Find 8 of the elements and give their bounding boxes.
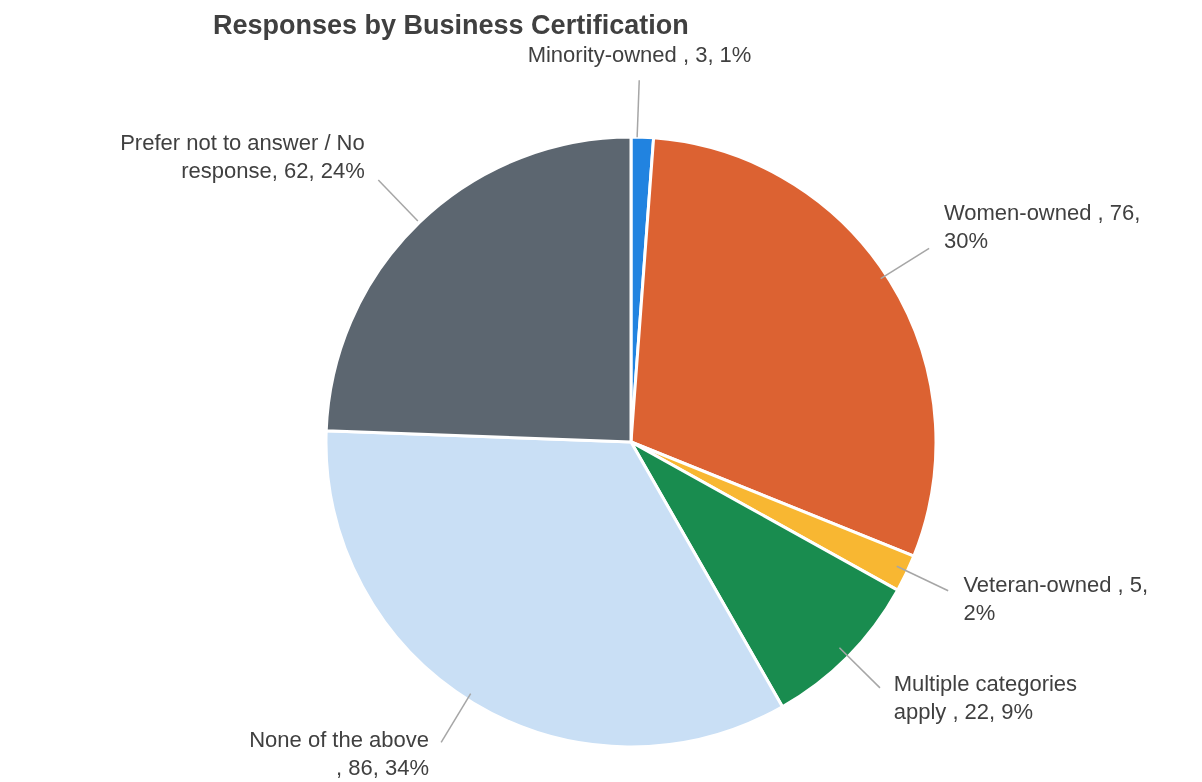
slice-label: Prefer not to answer / No response, 62, 24% bbox=[120, 130, 365, 184]
slice-label: Minority-owned , 3, 1% bbox=[527, 42, 752, 68]
slice-label: Women-owned , 76, 30% bbox=[943, 200, 1141, 254]
chart-title: Responses by Business Certification bbox=[213, 10, 689, 41]
slice-label: Veteran-owned , 5, 2% bbox=[963, 572, 1149, 626]
data-label: , 86, 34% bbox=[336, 755, 430, 781]
slice-label: None of the above bbox=[249, 727, 430, 753]
slice-label: Multiple categories apply , 22, 9% bbox=[893, 671, 1078, 725]
